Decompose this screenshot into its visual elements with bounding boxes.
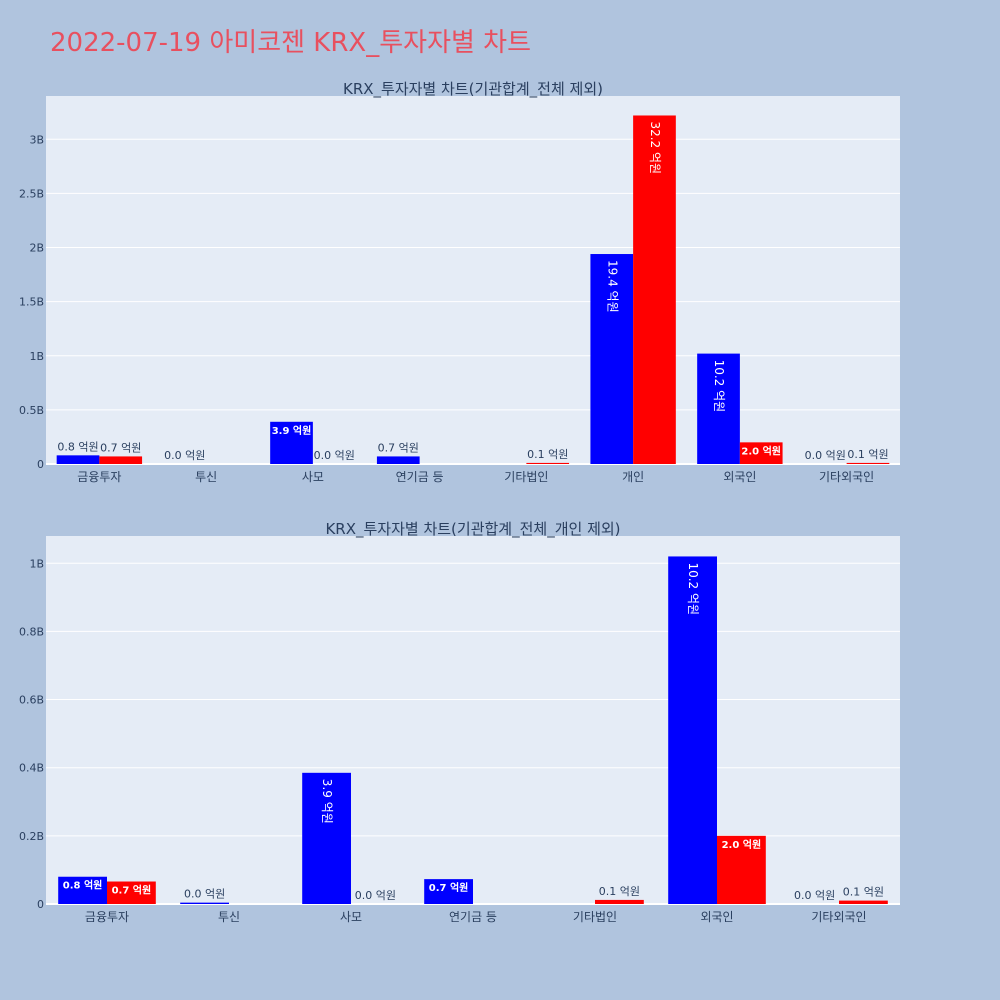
y-tick-label: 0.4B [19, 762, 44, 775]
x-tick-label: 기타법인 [573, 910, 617, 924]
x-tick-label: 기타법인 [504, 470, 548, 484]
data-label: 0.1 억원 [599, 885, 640, 898]
chart-bottom: KRX_투자자별 차트(기관합계_전체_개인 제외) 0 0.2B 0.4B 0.6B 0… [19, 520, 900, 924]
chart-top: KRX_투자자별 차트(기관합계_전체 제외) 0 0.5B 1B 1.5B 2B 2.5B… [19, 80, 900, 484]
bar [302, 772, 351, 904]
chart-title: KRX_투자자별 차트(기관합계_전체 제외) [343, 80, 603, 99]
x-tick-label: 연기금 등 [449, 910, 497, 924]
bar [526, 462, 570, 464]
bar [739, 442, 783, 464]
y-tick-label: 1B [29, 350, 44, 363]
data-label: 0.1 억원 [847, 448, 888, 461]
bar [56, 455, 100, 464]
x-tick-label: 금융투자 [85, 910, 129, 924]
x-tick-label: 개인 [622, 470, 644, 484]
data-label: 0.8 억원 [57, 440, 98, 453]
y-tick-label: 0.6B [19, 694, 44, 707]
data-label: 3.9 억원 [320, 779, 334, 824]
data-label: 0.0 억원 [355, 889, 396, 902]
bar [376, 456, 420, 464]
bar [270, 421, 313, 464]
plot-background [46, 536, 900, 904]
bar [180, 902, 229, 904]
y-tick-label: 0.2B [19, 830, 44, 843]
bar [58, 876, 107, 904]
y-tick-label: 2B [29, 242, 44, 255]
data-label: 0.7 억원 [100, 441, 141, 454]
x-tick-label: 금융투자 [77, 470, 121, 484]
x-tick-label: 투신 [195, 470, 217, 484]
page-title: 2022-07-19 아미코젠 KRX_투자자별 차트 [50, 28, 532, 58]
data-label: 3.9 억원 [272, 424, 312, 437]
data-label: 10.2 억원 [712, 360, 726, 413]
x-tick-label: 투신 [218, 910, 240, 924]
y-tick-label: 0.8B [19, 625, 44, 638]
y-tick-label: 0 [37, 898, 44, 911]
x-tick-label: 연기금 등 [396, 470, 444, 484]
data-label: 0.1 억원 [527, 448, 568, 461]
x-tick-label: 기타외국인 [811, 910, 866, 924]
data-label: 2.0 억원 [722, 838, 762, 851]
x-tick-label: 외국인 [723, 470, 756, 484]
data-label: 32.2 억원 [648, 121, 662, 174]
data-label: 0.7 억원 [378, 441, 419, 454]
bar [424, 879, 473, 904]
x-tick-label: 사모 [340, 910, 362, 924]
data-label: 10.2 억원 [686, 562, 700, 615]
bar [99, 456, 143, 464]
bar [668, 556, 717, 904]
bar [697, 353, 740, 464]
data-label: 0.8 억원 [63, 879, 103, 892]
plot-background [46, 96, 900, 464]
y-tick-label: 0 [37, 458, 44, 471]
y-tick-label: 1B [29, 557, 44, 570]
x-tick-label: 외국인 [700, 910, 733, 924]
bar [590, 254, 634, 464]
y-tick-label: 3B [29, 133, 44, 146]
data-label: 19.4 억원 [605, 260, 619, 313]
data-label: 2.0 억원 [741, 444, 781, 457]
y-tick-label: 0.5B [19, 404, 44, 417]
bar [717, 835, 766, 904]
data-label: 0.1 억원 [843, 886, 884, 899]
data-label: 0.0 억원 [794, 889, 835, 902]
data-label: 0.7 억원 [429, 881, 469, 894]
data-label: 0.0 억원 [314, 449, 355, 462]
bar [839, 900, 888, 904]
bar [633, 115, 676, 464]
y-tick-label: 1.5B [19, 296, 44, 309]
data-label: 0.0 억원 [184, 888, 225, 901]
chart-title: KRX_투자자별 차트(기관합계_전체_개인 제외) [325, 520, 620, 539]
data-label: 0.0 억원 [164, 449, 205, 462]
bar [595, 899, 644, 904]
x-tick-label: 사모 [302, 470, 324, 484]
bar [107, 881, 156, 904]
y-tick-label: 2.5B [19, 187, 44, 200]
x-tick-label: 기타외국인 [819, 470, 874, 484]
bar [846, 462, 890, 464]
data-label: 0.0 억원 [805, 449, 846, 462]
data-label: 0.7 억원 [112, 884, 152, 897]
